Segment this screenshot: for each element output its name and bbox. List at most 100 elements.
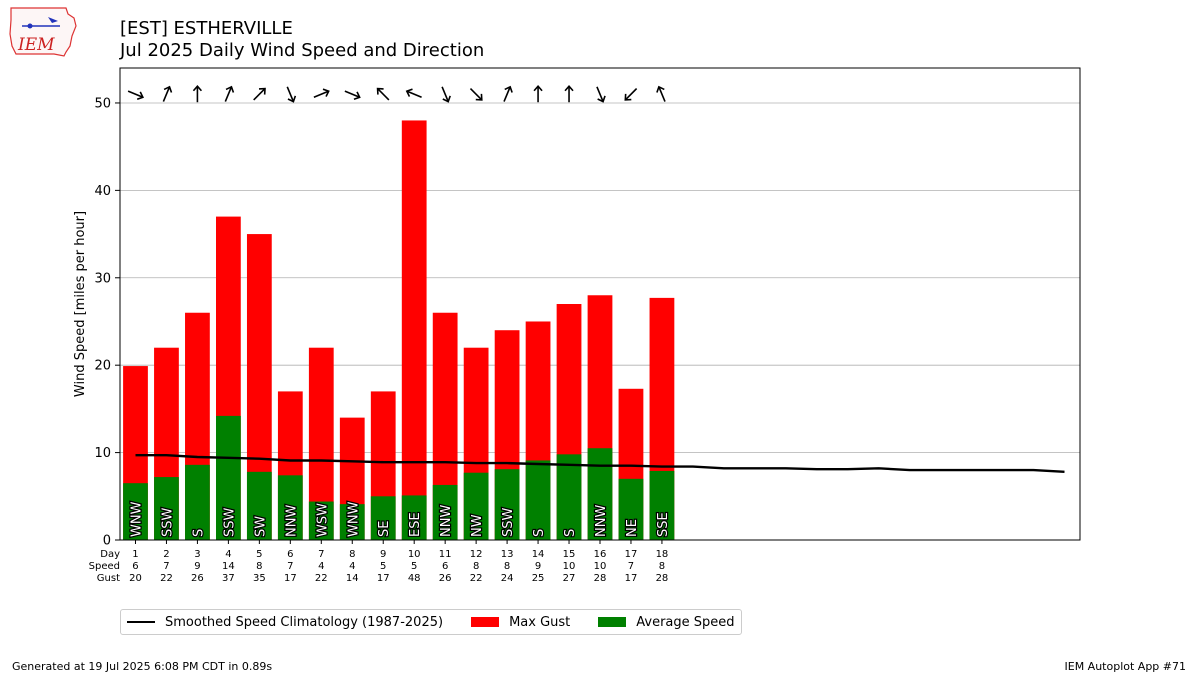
arrow-head [597, 95, 606, 103]
x-tick-label: 18 [656, 549, 669, 560]
average-bar [123, 483, 148, 540]
direction-label: NW [470, 514, 485, 537]
average-bar [154, 477, 179, 540]
average-bar [246, 471, 272, 540]
arrow-shaft [127, 90, 144, 99]
direction-label: WNW [129, 501, 144, 537]
average-bar [216, 415, 241, 540]
direction-label: SSW [222, 507, 237, 537]
direction-arrow [192, 85, 203, 103]
x-tick-label: 12 [470, 549, 483, 560]
x-tick-label: 35 [253, 573, 266, 584]
direction-arrow [286, 86, 297, 103]
bars [123, 120, 675, 540]
x-tick-label: 8 [659, 561, 665, 572]
legend-item-average: Average Speed [598, 615, 735, 630]
arrow-shaft [162, 86, 171, 102]
arrow-head [353, 91, 361, 101]
direction-arrow [313, 88, 330, 99]
direction-arrow [253, 87, 266, 101]
arrow-head [656, 85, 665, 93]
arrow-head [504, 85, 513, 93]
arrow-shaft [406, 90, 422, 99]
direction-label: NNW [439, 505, 454, 537]
x-tick-label: 8 [349, 549, 355, 560]
x-tick-label: 17 [625, 573, 638, 584]
direction-label: SW [253, 516, 268, 537]
direction-label: WNW [346, 501, 361, 537]
arrow-shaft [224, 86, 233, 102]
y-axis: 0 10 20 30 40 50 [94, 96, 120, 549]
x-tick-label: 20 [129, 573, 142, 584]
average-bar [587, 448, 613, 540]
average-bar [185, 464, 210, 540]
x-tick-label: 3 [194, 549, 200, 560]
legend-item-climatology: Smoothed Speed Climatology (1987-2025) [127, 615, 443, 630]
x-tick-label: 1 [132, 549, 138, 560]
average-bar [618, 478, 644, 540]
x-tick-label: 4 [225, 549, 231, 560]
arrow-head [405, 88, 413, 97]
legend-average-swatch [598, 617, 627, 627]
x-tick-label: 8 [504, 561, 510, 572]
direction-label: S [532, 529, 547, 537]
x-tick-label: 17 [377, 573, 390, 584]
direction-label: NE [625, 519, 640, 537]
x-tick-label: 14 [532, 549, 545, 560]
x-tick-label: 22 [315, 573, 328, 584]
direction-arrow [564, 85, 574, 103]
iem-logo: IEM [8, 6, 80, 62]
row-label: Gust [97, 573, 120, 584]
direction-arrow [624, 87, 638, 101]
legend: Smoothed Speed Climatology (1987-2025) M… [120, 609, 742, 635]
x-tick-label: 8 [256, 561, 262, 572]
x-tick-label: 5 [411, 561, 417, 572]
arrow-head [225, 85, 235, 93]
arrow-head [475, 93, 483, 101]
direction-label: WSW [315, 503, 330, 537]
arrow-head [287, 95, 297, 103]
y-tick-label: 0 [103, 534, 111, 549]
direction-arrow [533, 85, 543, 103]
x-tick-label: 48 [408, 573, 421, 584]
arrow-head [376, 87, 384, 95]
average-bar [649, 470, 675, 540]
legend-label-gust: Max Gust [509, 614, 571, 630]
x-tick-label: 7 [163, 561, 169, 572]
direction-label: SSE [656, 512, 671, 537]
direction-arrow [224, 85, 235, 102]
x-tick-label: 14 [222, 561, 235, 572]
x-tick-label: 8 [473, 561, 479, 572]
direction-label: SSW [160, 507, 175, 537]
arrow-shaft [624, 87, 638, 101]
climatology-line [135, 454, 1065, 473]
direction-label: NNW [594, 505, 609, 537]
climatology-polyline [135, 454, 1065, 473]
average-bar [370, 496, 396, 540]
arrow-shaft [441, 86, 449, 102]
arrow-head [322, 88, 330, 97]
direction-arrow [162, 85, 173, 102]
x-tick-label: 11 [439, 549, 452, 560]
grid-lines [120, 102, 1080, 453]
arrow-head [258, 87, 266, 95]
x-tick-label: 2 [163, 549, 169, 560]
average-bar [463, 472, 489, 540]
average-bar [308, 501, 334, 540]
direction-label: SSW [501, 507, 516, 537]
y-tick-label: 10 [94, 446, 111, 461]
arrow-shaft [469, 87, 483, 101]
x-tick-label: 24 [501, 573, 514, 584]
x-tick-label: 14 [346, 573, 359, 584]
autoplot-app-label: IEM Autoplot App #71 [1064, 660, 1187, 673]
x-tick-label: 37 [222, 573, 235, 584]
x-tick-label: 13 [501, 549, 514, 560]
direction-arrow [127, 90, 144, 101]
direction-arrow [596, 86, 606, 103]
direction-label: S [191, 529, 206, 537]
arrow-shaft [253, 87, 266, 101]
x-tick-label: 6 [132, 561, 138, 572]
arrow-head [564, 85, 574, 92]
direction-label: S [563, 529, 578, 537]
